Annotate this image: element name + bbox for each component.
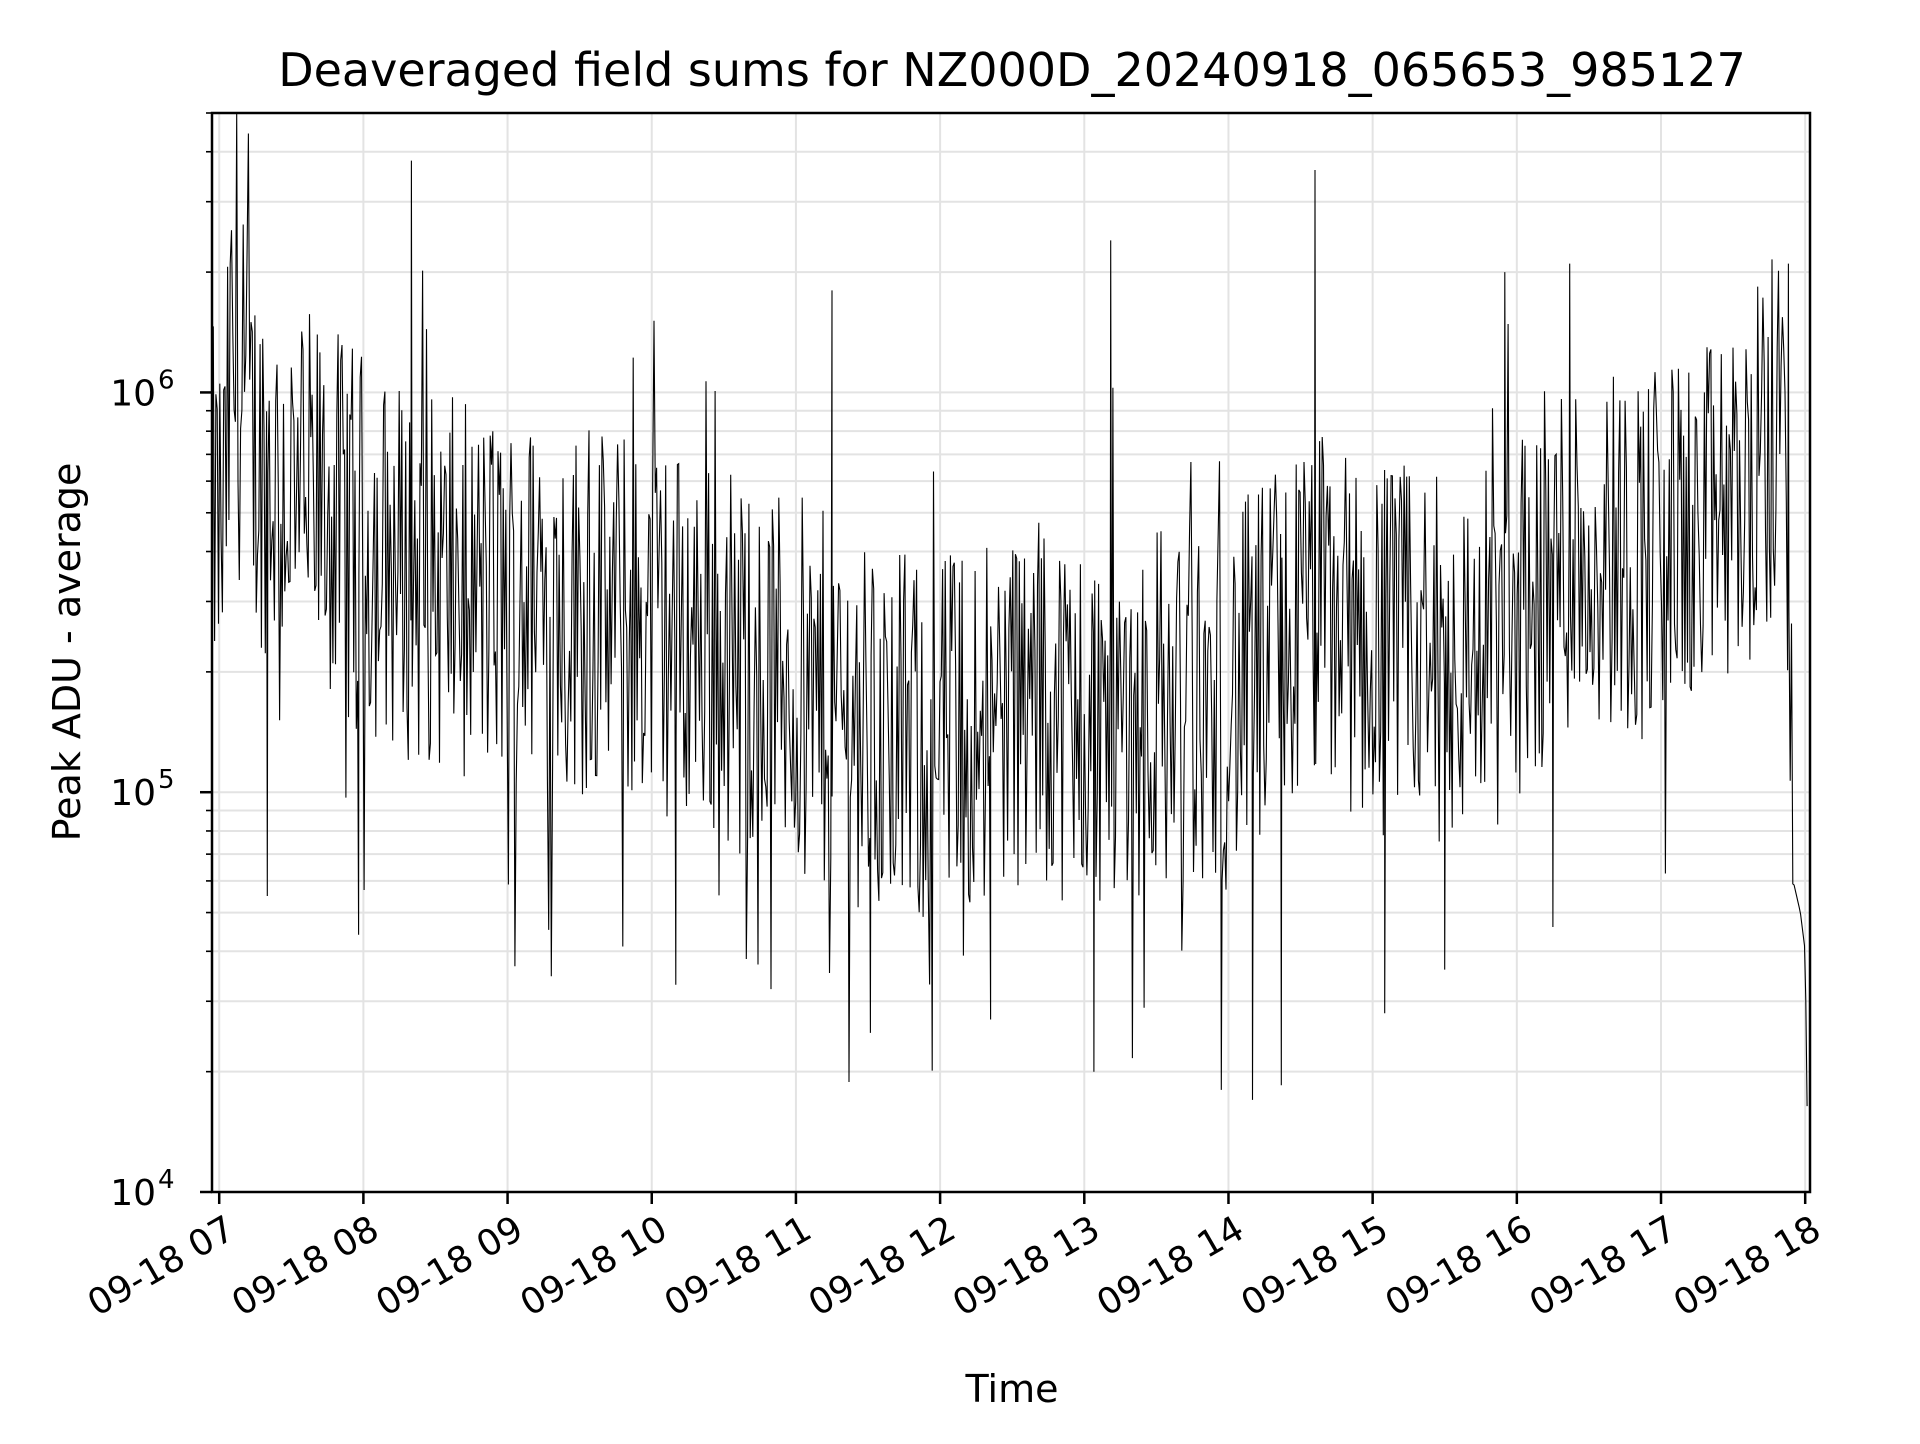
x-tick-label: 09-18 14 [1090,1208,1251,1324]
y-tick-label: 10 [110,373,156,414]
y-tick-exponent: 4 [158,1165,175,1195]
x-tick-label: 09-18 12 [802,1208,963,1324]
plot-frame [210,111,1812,1194]
x-axis-label: Time [965,1367,1059,1411]
y-axis-label: Peak ADU - average [45,463,89,842]
x-tick-label: 09-18 09 [369,1208,530,1324]
x-tick-label: 09-18 16 [1379,1208,1540,1324]
x-tick-label: 09-18 07 [81,1208,242,1324]
series-line [211,112,1808,1107]
x-tick-label: 09-18 15 [1234,1208,1395,1324]
x-tick-label: 09-18 08 [225,1208,386,1324]
x-tick-label: 09-18 10 [514,1208,675,1324]
y-tick-exponent: 6 [158,365,175,395]
chart-title: Deaveraged field sums for NZ000D_2024091… [278,43,1746,97]
x-tick-label: 09-18 17 [1523,1208,1684,1324]
y-tick-label: 10 [110,1173,156,1214]
x-tick-label: 09-18 18 [1667,1208,1828,1324]
y-tick-exponent: 5 [158,765,175,795]
x-tick-label: 09-18 13 [946,1208,1107,1324]
y-tick-label: 10 [110,773,156,814]
x-tick-label: 09-18 11 [658,1208,819,1324]
series-group [211,112,1808,1107]
